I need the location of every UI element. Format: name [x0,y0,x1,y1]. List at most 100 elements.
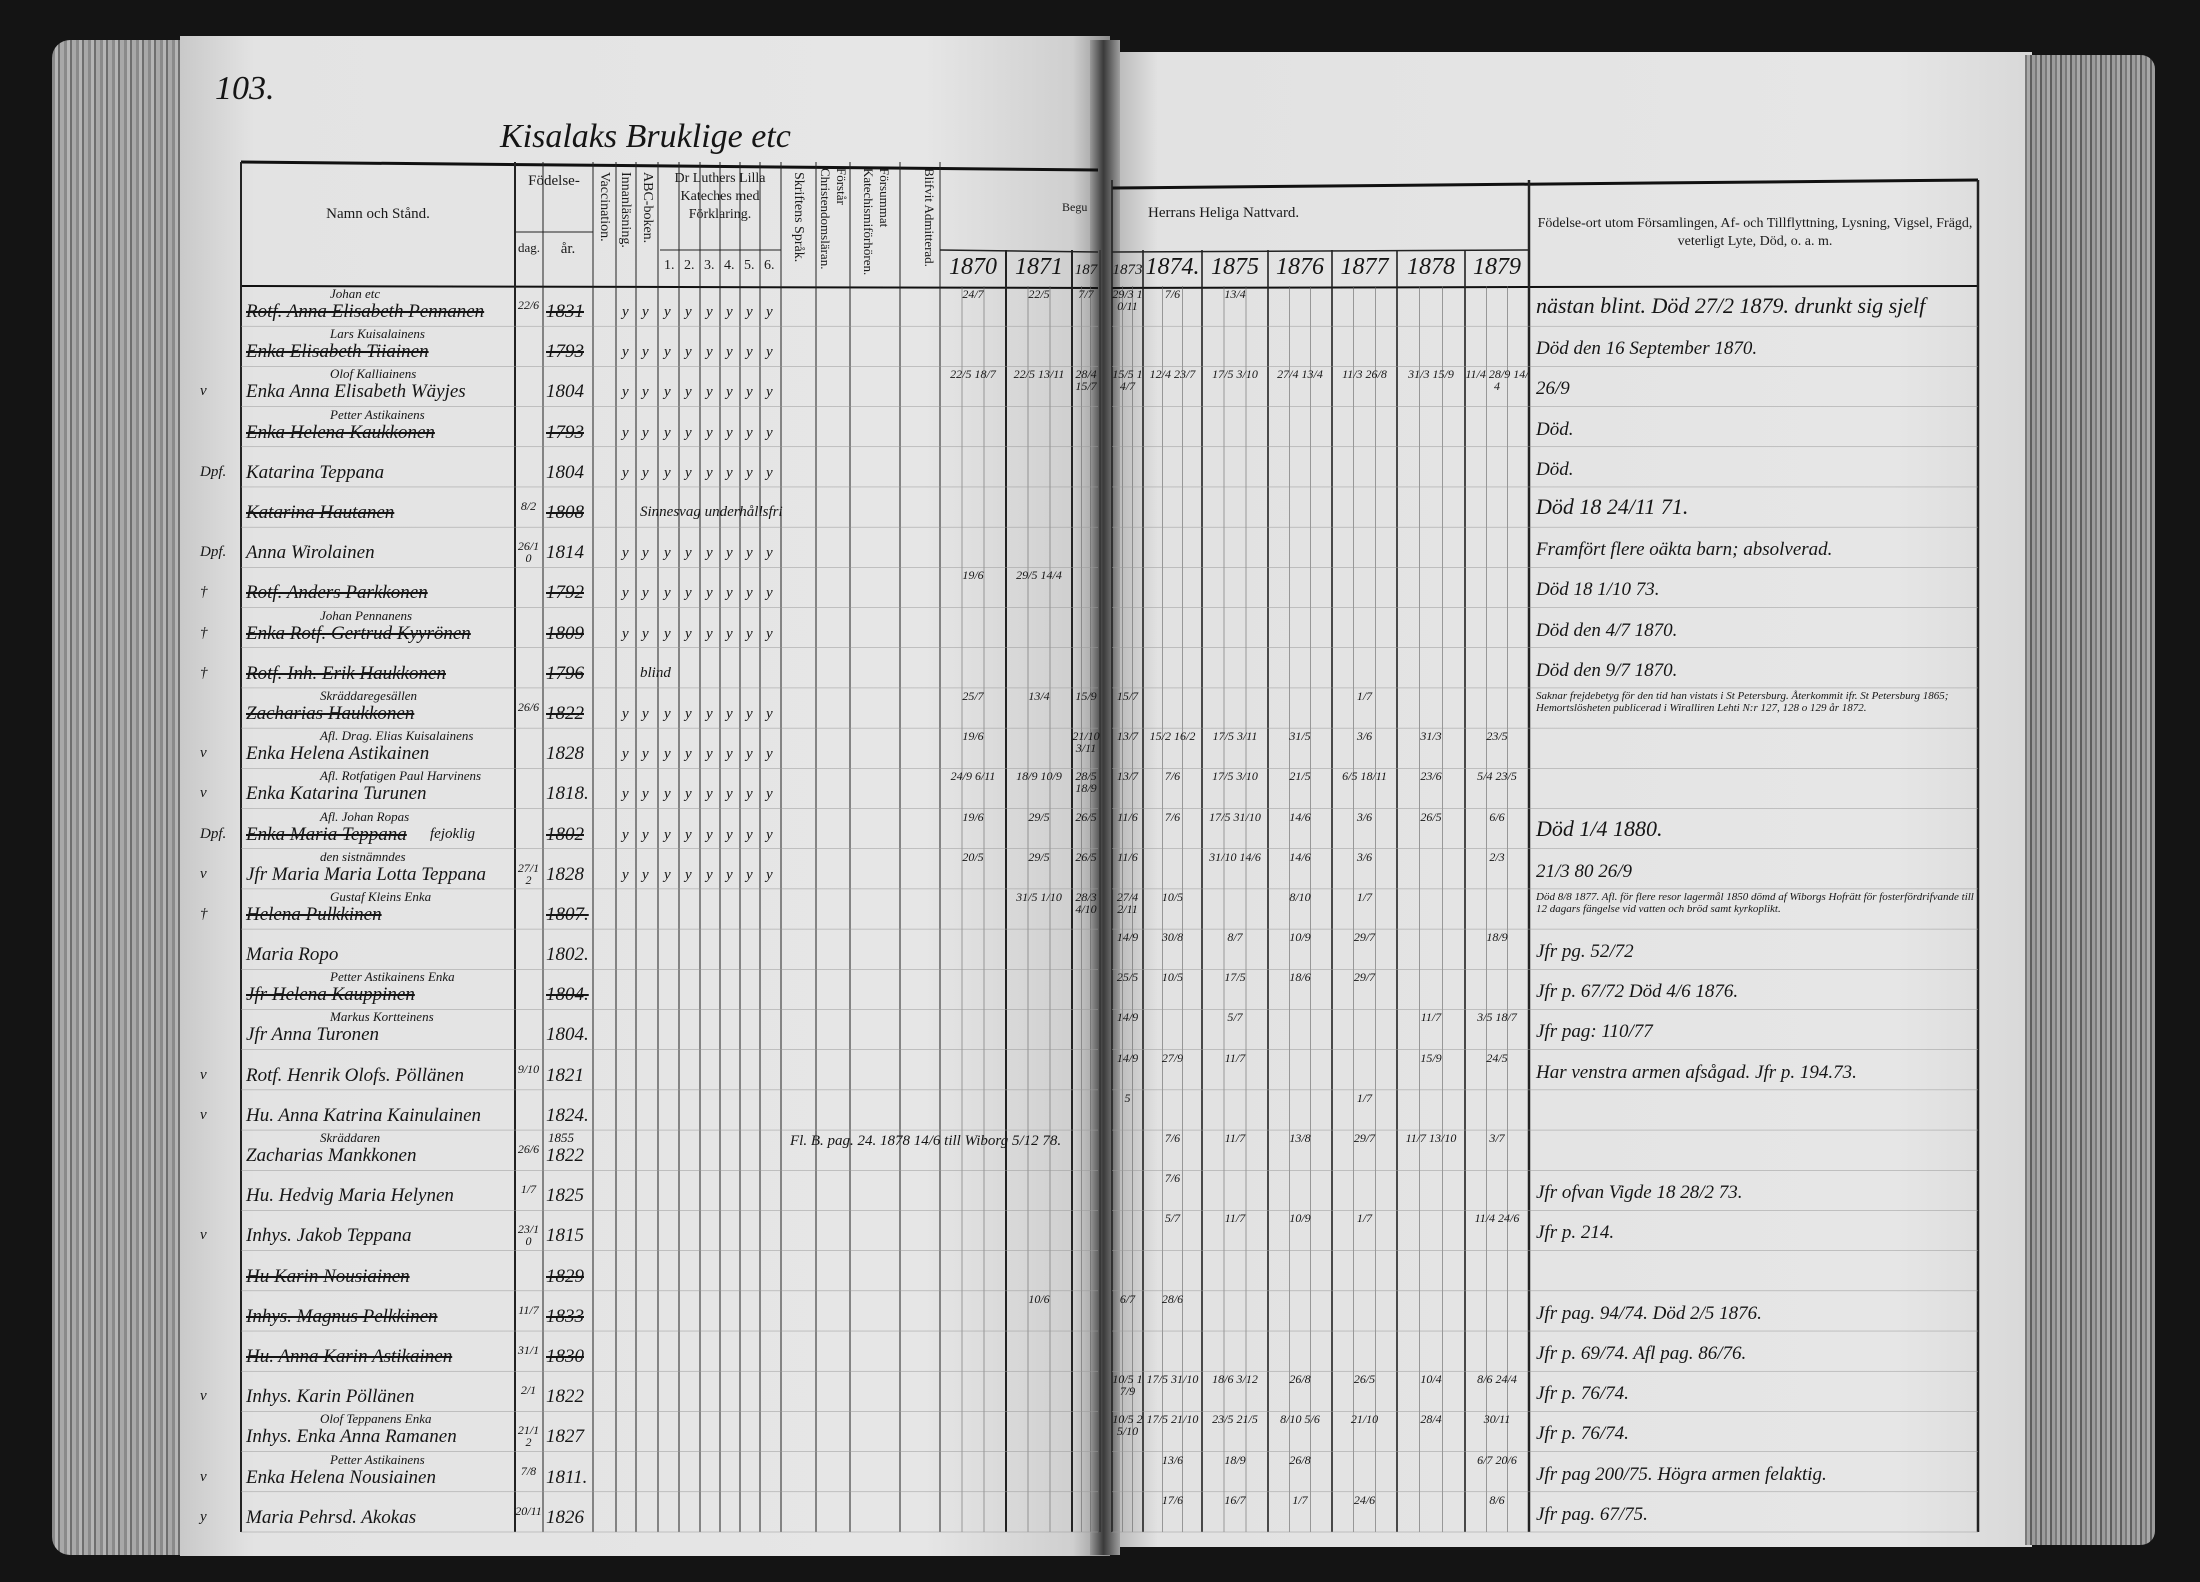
communion-date: 3/5 18/7 [1477,1010,1517,1025]
margin-mark: † [200,584,208,601]
person-name[interactable]: Inhys. Enka Anna Ramanen [246,1426,457,1448]
communion-date: 26/8 [1289,1372,1311,1387]
examination-mark: y [766,344,773,361]
header-name: Namn och Stånd. [326,206,430,222]
birth-year: 1824. [546,1104,589,1126]
person-name[interactable]: Maria Pehrsd. Akokas [246,1506,417,1528]
communion-date: 29/5 [1028,809,1050,824]
header-catechism-part: 5. [744,258,755,273]
communion-date: 31/5 1/10 [1016,889,1062,904]
examination-mark: y [746,585,753,602]
person-name[interactable]: Enka Elisabeth Tiiainen [246,341,429,363]
person-name[interactable]: Enka Helena Nousiainen [246,1466,436,1488]
header-year: 1874. [1145,254,1200,280]
examination-mark: y [706,344,713,361]
examination-mark: y [664,424,671,441]
examination-mark: y [706,786,713,803]
header-communion: Herrans Heliga Nattvard. [1148,205,1300,221]
communion-date: 29/3 10/11 [1112,287,1143,313]
examination-mark: y [726,344,733,361]
row-subnote: Afl. Johan Ropas [320,808,410,824]
header-year: 1870 [949,254,997,280]
person-name[interactable]: Enka Helena Kaukkonen [246,421,435,443]
remark-text: Död 8/8 1877. Afl. för flere resor lager… [1536,890,1974,915]
row-annotation: Gustaf Kleins Enka [330,888,432,904]
person-name[interactable]: Inhys. Magnus Pelkkinen [246,1305,438,1327]
communion-date: 5/7 [1164,1211,1181,1226]
communion-date: 17/6 [1161,1492,1184,1507]
examination-mark: y [642,625,649,642]
communion-date: 14/9 [1116,1010,1139,1025]
examination-mark: y [685,826,692,843]
person-name[interactable]: Katarina Teppana [246,461,385,483]
communion-date: 1/7 [1356,1090,1373,1105]
person-name[interactable]: Enka Anna Elisabeth Wäyjes [246,381,466,403]
communion-date: 31/10 14/6 [1209,849,1261,864]
examination-mark: y [664,545,671,562]
communion-date: 8/7 [1227,930,1243,945]
examination-mark: y [622,585,629,602]
birth-day: 31/1 [517,1343,540,1358]
birth-year: 1827 [546,1426,584,1448]
communion-date: 24/6 [1353,1492,1376,1507]
examination-mark: y [685,786,692,803]
examination-mark: y [746,424,753,441]
person-name[interactable]: Rotf. Inh. Erik Haukkonen [246,662,446,684]
row-subnote: Afl. Drag. Elias Kuisalainens [320,728,474,744]
examination-mark: y [766,424,773,441]
header-catechism-part: 1. [664,258,675,273]
examination-mark: y [766,384,773,401]
birth-day: 26/6 [517,1142,540,1157]
person-name[interactable]: Zacharias Haukkonen [246,702,415,724]
person-name[interactable]: Jfr Helena Kauppinen [246,984,415,1006]
header-year: 1876 [1276,254,1324,280]
person-name[interactable]: Inhys. Jakob Teppana [246,1225,412,1247]
person-name[interactable]: Katarina Hautanen [246,501,395,523]
person-name[interactable]: Zacharias Mankkonen [246,1145,417,1167]
person-name[interactable]: Hu. Anna Katrina Kainulainen [246,1104,482,1126]
communion-date: 7/6 [1164,1131,1181,1146]
examination-mark: y [622,746,629,763]
margin-mark: v [200,1227,207,1244]
communion-date: 13/8 [1289,1131,1311,1146]
person-name[interactable]: Jfr Maria Maria Lotta Teppana [246,863,486,885]
person-name[interactable]: Enka Helena Astikainen [246,743,430,765]
person-name[interactable]: Inhys. Karin Pöllänen [246,1386,415,1408]
communion-date: 5/7 [1227,1010,1243,1025]
remark-text: Död den 9/7 1870. [1536,659,1678,681]
person-name[interactable]: Enka Katarina Turunen [246,783,427,805]
communion-date: 22/5 [1028,287,1050,301]
person-name[interactable]: Rotf. Anna Elisabeth Pennanen [246,301,485,322]
communion-date: 29/7 [1353,930,1376,945]
person-name[interactable]: Maria Ropo [246,944,339,966]
row-extra-note: Fl. B. pag. 24. 1878 14/6 till Wiborg 5/… [790,1133,1062,1150]
communion-date: 17/5 31/10 [1209,809,1261,824]
communion-date: 8/10 5/6 [1280,1412,1320,1427]
header-vaccination: Vaccination. [597,172,612,242]
communion-date: 28/3 4/10 [1075,889,1097,916]
examination-mark: y [726,585,733,602]
person-name[interactable]: Hu. Anna Karin Astikainen [246,1346,453,1368]
person-name[interactable]: Hu Karin Nousiainen [246,1265,410,1287]
person-name[interactable]: Anna Wirolainen [246,542,375,564]
birth-year: 1811. [546,1466,588,1488]
person-name[interactable]: Helena Pulkkinen [246,903,382,925]
person-name[interactable]: Jfr Anna Turonen [246,1024,380,1046]
person-name[interactable]: Rotf. Henrik Olofs. Pöllänen [246,1064,464,1086]
header-scripture: Skriftens Språk. [791,172,806,263]
person-name[interactable]: Enka Maria Teppana [246,823,407,845]
communion-date: 31/5 [1289,729,1311,744]
row-extra-note: blind [640,664,671,681]
communion-date: 26/8 [1289,1452,1311,1467]
birth-year: 1828 [546,863,584,885]
person-name[interactable]: Hu. Hedvig Maria Helynen [246,1185,454,1207]
birth-year: 1809 [546,622,584,644]
communion-date: 6/5 18/11 [1342,769,1387,784]
header-admitted: Blifvit Admitterad. [922,168,937,267]
person-name[interactable]: Rotf. Anders Parkkonen [246,582,428,604]
person-name[interactable]: Enka Rotf. Gertrud Kyyrönen [246,622,471,644]
communion-date: 21/5 [1289,769,1311,784]
communion-date: 29/5 [1028,849,1050,864]
communion-date: 26/5 [1075,849,1097,864]
birth-year: 1822 [546,702,584,724]
